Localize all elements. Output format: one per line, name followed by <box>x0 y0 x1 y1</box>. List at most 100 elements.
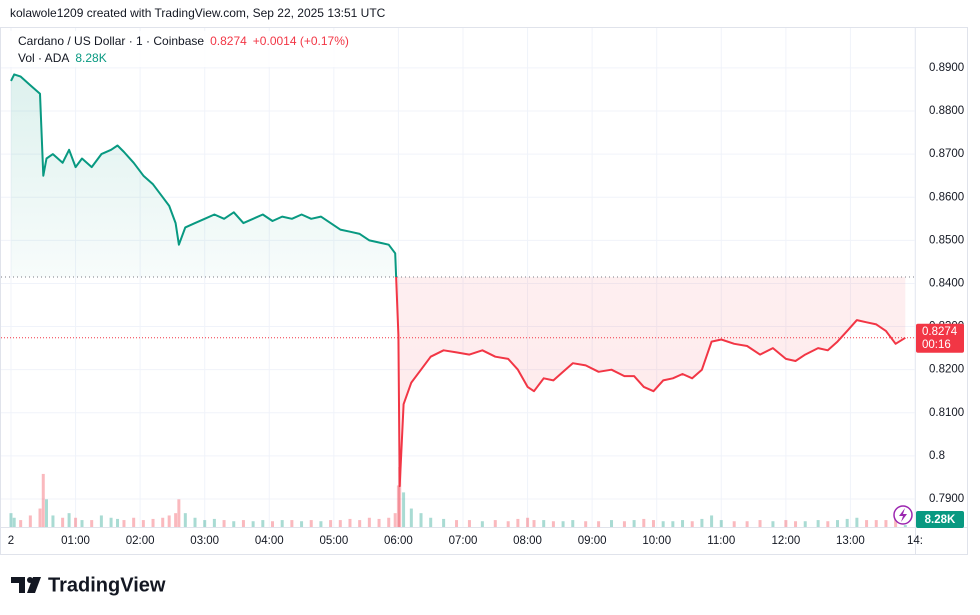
volume-bar <box>367 517 371 527</box>
volume-bar <box>393 513 397 527</box>
x-tick-label: 12:00 <box>771 535 800 547</box>
volume-bar <box>690 521 694 527</box>
y-tick-label: 0.8400 <box>929 277 964 289</box>
volume-bar <box>358 520 362 527</box>
volume-bar <box>551 521 555 527</box>
volume-bar <box>642 518 646 527</box>
volume-bar <box>122 520 126 527</box>
volume-bar <box>12 517 16 527</box>
x-tick-label: 02:00 <box>126 535 155 547</box>
volume-bar <box>338 520 342 527</box>
volume-bar <box>442 518 446 527</box>
last-price-label: 0.8274 <box>922 326 958 338</box>
volume-bar <box>241 520 245 527</box>
volume-bar <box>561 521 565 527</box>
volume-bar <box>9 513 13 527</box>
y-tick-label: 0.8800 <box>929 105 964 117</box>
volume-bar <box>90 520 94 527</box>
volume-last: 8.28K <box>75 51 106 65</box>
y-tick-label: 0.8600 <box>929 191 964 203</box>
volume-bar <box>161 517 165 527</box>
volume-bar <box>542 520 546 527</box>
volume-bar <box>571 520 575 527</box>
volume-bar <box>329 520 333 527</box>
volume-legend-row: Vol · ADA 8.28K <box>18 51 107 65</box>
volume-bar <box>610 520 614 527</box>
volume-bar <box>419 513 423 527</box>
y-tick-label: 0.8900 <box>929 62 964 74</box>
volume-bar <box>151 518 155 527</box>
logo-text: TradingView <box>48 574 166 596</box>
legend-title-row: Cardano / US Dollar · 1 · Coinbase 0.8274… <box>18 34 349 48</box>
volume-bar <box>671 521 675 527</box>
volume-bar <box>532 520 536 527</box>
price-line <box>10 73 906 488</box>
volume-bar <box>622 521 626 527</box>
volume-bar <box>109 517 113 527</box>
volume-bar <box>41 473 45 527</box>
volume-bar <box>794 521 798 527</box>
symbol-title: Cardano / US Dollar · 1 · Coinbase <box>18 34 204 48</box>
volume-bar <box>816 520 820 527</box>
volume-bar <box>845 518 849 527</box>
volume-bar <box>493 520 497 527</box>
volume-bar <box>903 525 907 527</box>
volume-bar <box>261 520 265 527</box>
volume-bar <box>480 521 484 527</box>
volume-bar <box>167 515 171 527</box>
volume-bar <box>874 520 878 527</box>
volume-bar <box>177 499 181 527</box>
logo: TradingView <box>11 574 166 596</box>
volume-bar <box>44 499 48 527</box>
x-tick-label: 13:00 <box>836 535 865 547</box>
volume-bar <box>836 520 840 527</box>
x-tick-label: 11:00 <box>707 535 735 547</box>
y-tick-label: 0.8200 <box>929 364 964 376</box>
x-tick-label: 14: <box>907 535 923 547</box>
volume-bar <box>516 518 520 527</box>
attribution: kolawole1209 created with TradingView.co… <box>10 6 386 20</box>
volume-bar <box>758 520 762 527</box>
volume-bar <box>80 520 84 527</box>
volume-bar <box>526 517 530 527</box>
volume-bar <box>251 521 255 527</box>
chart-frame <box>0 27 968 555</box>
volume-bar <box>894 518 898 527</box>
price-change: +0.0014 (+0.17%) <box>253 34 349 48</box>
volume-bar <box>771 521 775 527</box>
volume-bar <box>467 520 471 527</box>
alert-bolt <box>899 508 907 522</box>
volume-bar <box>855 517 859 527</box>
volume-bar <box>884 520 888 527</box>
volume-bar <box>141 520 145 527</box>
volume-bar <box>132 517 136 527</box>
legend-backdrop <box>6 31 356 67</box>
volume-bar <box>74 517 78 527</box>
volume-bar <box>309 520 313 527</box>
volume-bar <box>681 520 685 527</box>
y-tick-label: 0.8500 <box>929 234 964 246</box>
volume-bar <box>506 521 510 527</box>
volume-bar <box>280 520 284 527</box>
x-tick-label: 08:00 <box>513 535 542 547</box>
volume-last-axis-label: 8.28K <box>925 514 956 526</box>
baseline-area <box>10 74 906 487</box>
volume-bar <box>193 517 197 527</box>
volume-bar <box>745 521 749 527</box>
volume-bar <box>212 518 216 527</box>
x-tick-label: 09:00 <box>578 535 607 547</box>
x-tick-label: 07:00 <box>449 535 478 547</box>
volume-bar <box>290 520 294 527</box>
volume-bar <box>719 520 723 527</box>
y-tick-label: 0.8 <box>929 450 945 462</box>
volume-bar <box>803 521 807 527</box>
last-price: 0.8274 <box>210 34 247 48</box>
volume-bar <box>377 518 381 527</box>
x-tick-label: 01:00 <box>61 535 90 547</box>
y-tick-label: 0.8100 <box>929 407 964 419</box>
volume-bar <box>222 520 226 527</box>
volume-bar <box>183 513 187 527</box>
volume-bar <box>597 521 601 527</box>
